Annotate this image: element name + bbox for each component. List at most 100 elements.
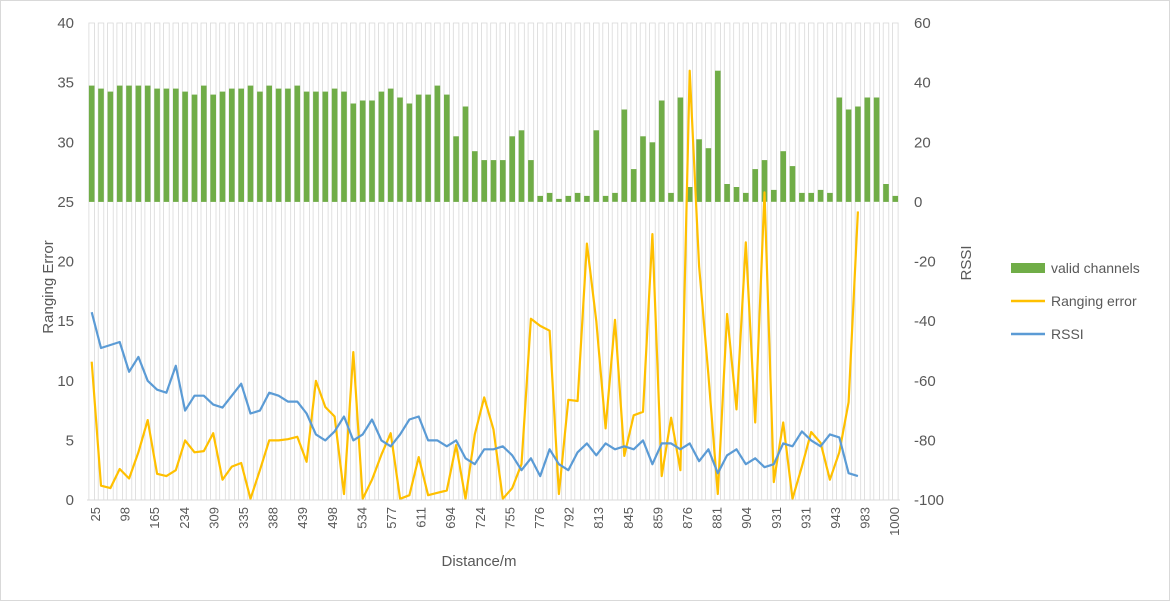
- x-axis-tick-label: 694: [443, 507, 458, 529]
- left-axis-tick-label: 40: [57, 15, 74, 32]
- valid-channels-bar: [331, 88, 338, 202]
- category-column: [593, 22, 600, 501]
- left-axis-tick-label: 35: [57, 75, 74, 92]
- category-column: [406, 22, 413, 501]
- valid-channels-bar: [313, 91, 319, 202]
- valid-channels-bar: [406, 103, 413, 202]
- valid-channels-bar: [724, 184, 730, 202]
- valid-channels-bar: [789, 166, 796, 202]
- valid-channels-bar: [528, 160, 534, 202]
- valid-channels-bar: [257, 91, 263, 202]
- valid-channels-bar: [771, 189, 777, 202]
- valid-channels-bar: [574, 192, 581, 202]
- valid-channels-bar: [173, 88, 179, 202]
- category-column: [537, 22, 544, 501]
- right-axis-tick-label: -40: [914, 313, 936, 330]
- valid-channels-bar: [285, 88, 291, 202]
- right-axis-tick-label: 60: [914, 15, 931, 32]
- left-axis-tick-label: 0: [66, 492, 74, 509]
- rssi-line: [90, 311, 859, 478]
- x-axis-tick-label: 904: [739, 507, 754, 529]
- valid-channels-bar: [799, 192, 805, 202]
- category-column: [480, 22, 488, 501]
- category-column: [873, 22, 880, 501]
- x-axis-tick-label: 724: [473, 507, 488, 529]
- x-axis-tick-label: 98: [118, 507, 133, 521]
- legend-swatch-valid-channels: [1011, 263, 1045, 273]
- valid-channels-bar: [658, 100, 665, 202]
- right-axis-tick-label: -100: [914, 492, 944, 509]
- left-axis-tick-label: 25: [57, 194, 74, 211]
- valid-channels-bar: [387, 88, 394, 202]
- category-column: [508, 22, 516, 501]
- category-column: [808, 22, 815, 501]
- x-axis-tick-label: 776: [532, 507, 547, 529]
- category-column: [826, 22, 834, 501]
- valid-channels-bar: [817, 189, 824, 202]
- valid-channels-bar: [845, 109, 852, 202]
- valid-channels-bar: [210, 94, 216, 202]
- valid-channels-bar: [238, 88, 244, 202]
- valid-channels-bar: [107, 91, 114, 202]
- category-column: [836, 22, 843, 501]
- x-axis-tick-label: 335: [236, 507, 251, 529]
- category-column: [499, 22, 506, 501]
- x-axis-tick-label: 931: [769, 507, 784, 529]
- valid-channels-bar: [752, 169, 758, 202]
- category-column: [555, 22, 563, 501]
- x-axis-tick-label: 388: [266, 507, 281, 529]
- x-axis-tick-label: 234: [177, 507, 192, 529]
- valid-channels-bar: [88, 85, 95, 202]
- ranging-error-line: [90, 69, 859, 500]
- category-column: [462, 22, 469, 501]
- valid-channels-bar: [275, 88, 282, 202]
- valid-channels-bar: [182, 91, 188, 202]
- category-column: [817, 22, 824, 501]
- valid-channels-bar: [472, 151, 478, 202]
- x-axis-tick-label: 943: [828, 507, 843, 529]
- category-column: [845, 22, 852, 501]
- category-column: [892, 22, 899, 501]
- legend-label-rssi: RSSI: [1051, 326, 1084, 342]
- valid-channels-bar: [593, 130, 600, 202]
- valid-channels-bar: [556, 198, 562, 202]
- category-column: [191, 22, 198, 501]
- valid-channels-bar: [369, 100, 375, 202]
- right-axis-tick-label: 20: [914, 134, 931, 151]
- valid-channels-bars: [88, 22, 899, 501]
- valid-channels-bar: [201, 85, 207, 202]
- valid-channels-bar: [509, 136, 515, 202]
- valid-channels-bar: [322, 91, 329, 202]
- valid-channels-bar: [565, 195, 572, 202]
- category-column: [611, 22, 619, 501]
- valid-channels-bar: [135, 85, 142, 202]
- valid-channels-bar: [518, 130, 525, 202]
- x-axis-tick-label: 755: [502, 507, 517, 529]
- category-column: [882, 22, 890, 501]
- valid-channels-bar: [743, 192, 749, 202]
- y-axis-left-title: Ranging Error: [40, 240, 57, 333]
- valid-channels-bar: [686, 187, 693, 202]
- x-axis-tick-label: 534: [354, 507, 369, 529]
- valid-channels-bar: [733, 187, 740, 202]
- category-column: [752, 22, 759, 501]
- category-column: [424, 22, 432, 501]
- valid-channels-bar: [229, 88, 235, 202]
- left-axis-ticks: 0 5 10 15 20 25 30 35 40: [57, 15, 74, 509]
- x-axis-tick-label: 876: [680, 507, 695, 529]
- x-axis-tick-label: 845: [621, 507, 636, 529]
- valid-channels-bar: [144, 85, 151, 202]
- x-axis-tick-label: 498: [325, 507, 340, 529]
- x-axis-tick-label: 25: [88, 507, 103, 521]
- category-column: [723, 22, 731, 501]
- valid-channels-bar: [827, 192, 833, 202]
- valid-channels-bar: [546, 192, 553, 202]
- left-axis-tick-label: 20: [57, 254, 74, 271]
- valid-channels-bar: [584, 195, 590, 202]
- valid-channels-bar: [612, 192, 618, 202]
- category-column: [864, 22, 871, 501]
- right-axis-tick-label: -80: [914, 432, 936, 449]
- valid-channels-bar: [490, 160, 497, 202]
- category-column: [798, 22, 806, 501]
- category-column: [639, 22, 647, 501]
